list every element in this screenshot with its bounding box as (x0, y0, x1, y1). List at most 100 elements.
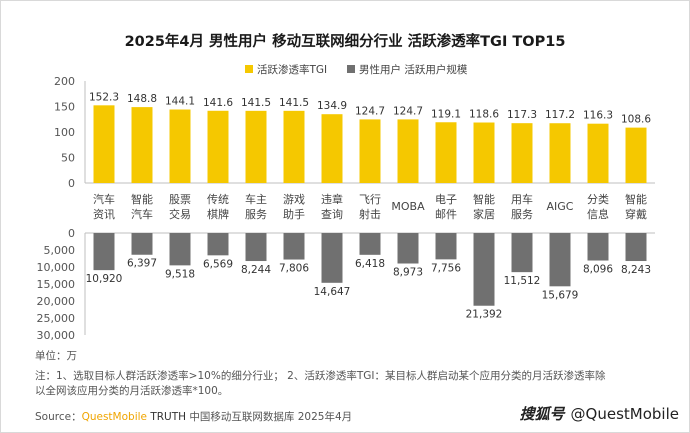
tgi-bar (359, 119, 381, 183)
user-bar (283, 233, 305, 260)
category-label: 智能 (473, 192, 495, 206)
legend-label-users: 男性用户 活跃用户规模 (359, 63, 468, 76)
chart-title: 2025年4月 男性用户 移动互联网细分行业 活跃渗透率TGI TOP15 (125, 32, 566, 50)
user-bar (625, 233, 647, 262)
tgi-value-label: 124.7 (355, 105, 385, 117)
user-value-label: 8,973 (393, 267, 423, 279)
tgi-bar (625, 127, 647, 183)
category-label: 用车 (511, 192, 533, 206)
category-label: 股票 (169, 193, 191, 206)
tgi-value-label: 141.5 (241, 97, 271, 109)
user-value-label: 6,397 (127, 258, 157, 270)
category-label: 游戏 (283, 193, 305, 206)
category-label: 飞行 (359, 193, 381, 206)
category-label: 传统 (207, 193, 229, 206)
user-bar (587, 233, 609, 261)
category-label-line-2: 棋牌 (207, 207, 229, 221)
category-label-line-2: 查询 (321, 207, 343, 221)
user-value-label: 21,392 (466, 309, 503, 321)
user-value-label: 7,806 (279, 263, 309, 275)
bottom-y-tick-label: 20,000 (37, 295, 76, 308)
watermark-handle: @QuestMobile (570, 405, 679, 423)
category-label: 智能 (131, 192, 153, 206)
category-labels: 汽车资讯智能汽车股票交易传统棋牌车主服务游戏助手违章查询飞行射击MOBA电子邮件… (93, 192, 647, 221)
user-value-label: 6,569 (203, 258, 233, 270)
category-label: 智能 (625, 192, 647, 206)
legend-label-tgi: 活跃渗透率TGI (257, 63, 327, 76)
user-bars: 10,920 6,397 9,518 6,569 8,244 7,806 14,647 6,4… (86, 233, 651, 321)
category-label: AIGC (547, 200, 574, 213)
tgi-value-label: 116.3 (583, 110, 613, 122)
tgi-value-label: 117.3 (507, 109, 537, 121)
bottom-y-tick-label: 15,000 (37, 278, 76, 291)
category-label: 电子 (435, 193, 457, 206)
watermark-cn: 搜狐号 (519, 405, 565, 423)
tgi-bar (283, 110, 305, 183)
user-value-label: 8,244 (241, 264, 271, 276)
category-label-line-2: 邮件 (435, 208, 457, 221)
tgi-value-label: 144.1 (165, 96, 195, 108)
category-label: 汽车 (93, 192, 115, 206)
tgi-value-label: 118.6 (469, 109, 499, 121)
category-label-line-2: 汽车 (131, 207, 153, 221)
watermark: 搜狐号 @QuestMobile (520, 403, 679, 424)
user-value-label: 14,647 (314, 286, 351, 298)
tgi-value-label: 124.7 (393, 105, 423, 117)
user-bar (359, 233, 381, 255)
tgi-bar (397, 119, 419, 183)
user-bar (321, 233, 343, 283)
tgi-bar (245, 110, 267, 183)
category-label: 违章 (321, 192, 343, 206)
footnote-line-2: 以全网该应用分类的月活跃渗透率*100。 (35, 385, 229, 397)
user-bar (511, 233, 533, 273)
bottom-y-tick-label: 10,000 (37, 261, 76, 274)
tgi-value-label: 134.9 (317, 100, 347, 112)
category-label: MOBA (391, 200, 425, 213)
source-suffix: 中国移动互联网数据库 2025年4月 (186, 411, 353, 423)
legend-swatch-tgi (245, 65, 253, 73)
user-bar (549, 233, 571, 287)
category-label-line-2: 服务 (511, 208, 533, 221)
user-bar (473, 233, 495, 306)
tgi-bar (549, 123, 571, 183)
user-value-label: 8,096 (583, 264, 613, 276)
user-bar (245, 233, 267, 262)
tgi-value-label: 141.6 (203, 97, 233, 109)
category-label-line-2: 服务 (245, 208, 267, 221)
tgi-bar (169, 109, 191, 183)
unit-label: 单位：万 (35, 350, 77, 362)
user-value-label: 11,512 (504, 275, 541, 287)
tgi-bar (131, 107, 153, 183)
tgi-bar (587, 123, 609, 183)
tgi-value-label: 152.3 (89, 91, 119, 103)
category-label-line-2: 射击 (359, 207, 381, 221)
bottom-y-tick-label: 25,000 (37, 312, 76, 325)
category-label-line-2: 信息 (587, 207, 609, 221)
category-label-line-2: 资讯 (93, 208, 115, 221)
tgi-bar (473, 122, 495, 183)
tgi-bar (435, 122, 457, 183)
footnote-line-1: 注：1、选取目标人群活跃渗透率>10%的细分行业； 2、活跃渗透率TGI：某目标… (35, 370, 606, 382)
bottom-y-tick-label: 5,000 (44, 244, 76, 257)
legend-swatch-users (347, 65, 355, 73)
top-y-tick-label: 150 (54, 101, 75, 114)
category-label: 分类 (587, 192, 609, 206)
category-label: 车主 (245, 192, 267, 206)
source-prefix: Source： (35, 411, 82, 423)
tgi-bar (321, 114, 343, 183)
source-line: Source：QuestMobile TRUTH 中国移动互联网数据库 2025… (35, 409, 352, 424)
top-y-tick-label: 50 (61, 152, 75, 165)
user-value-label: 10,920 (86, 273, 123, 285)
user-value-label: 8,243 (621, 264, 651, 276)
source-truth: TRUTH (147, 411, 187, 423)
user-value-label: 6,418 (355, 258, 385, 270)
user-bar (207, 233, 229, 256)
user-bar (397, 233, 419, 264)
user-value-label: 9,518 (165, 268, 195, 280)
tgi-bar (93, 105, 115, 183)
tgi-value-label: 119.1 (431, 108, 461, 120)
footnote: 注：1、选取目标人群活跃渗透率>10%的细分行业； 2、活跃渗透率TGI：某目标… (35, 369, 665, 399)
source-brand: QuestMobile (81, 411, 147, 423)
top-y-tick-label: 100 (54, 126, 75, 139)
